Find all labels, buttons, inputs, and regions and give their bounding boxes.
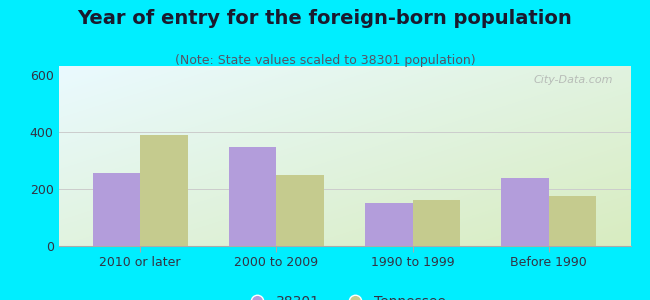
Bar — [413, 200, 460, 246]
Legend: 38301, Tennessee: 38301, Tennessee — [237, 290, 452, 300]
Bar — [140, 135, 188, 246]
Bar — [549, 196, 597, 246]
Bar — [501, 178, 549, 246]
Text: (Note: State values scaled to 38301 population): (Note: State values scaled to 38301 popu… — [175, 54, 475, 67]
Text: City-Data.com: City-Data.com — [534, 75, 614, 85]
Bar — [229, 147, 276, 246]
Bar — [92, 173, 140, 246]
Text: Year of entry for the foreign-born population: Year of entry for the foreign-born popul… — [77, 9, 573, 28]
Bar — [365, 203, 413, 246]
Bar — [276, 175, 324, 246]
